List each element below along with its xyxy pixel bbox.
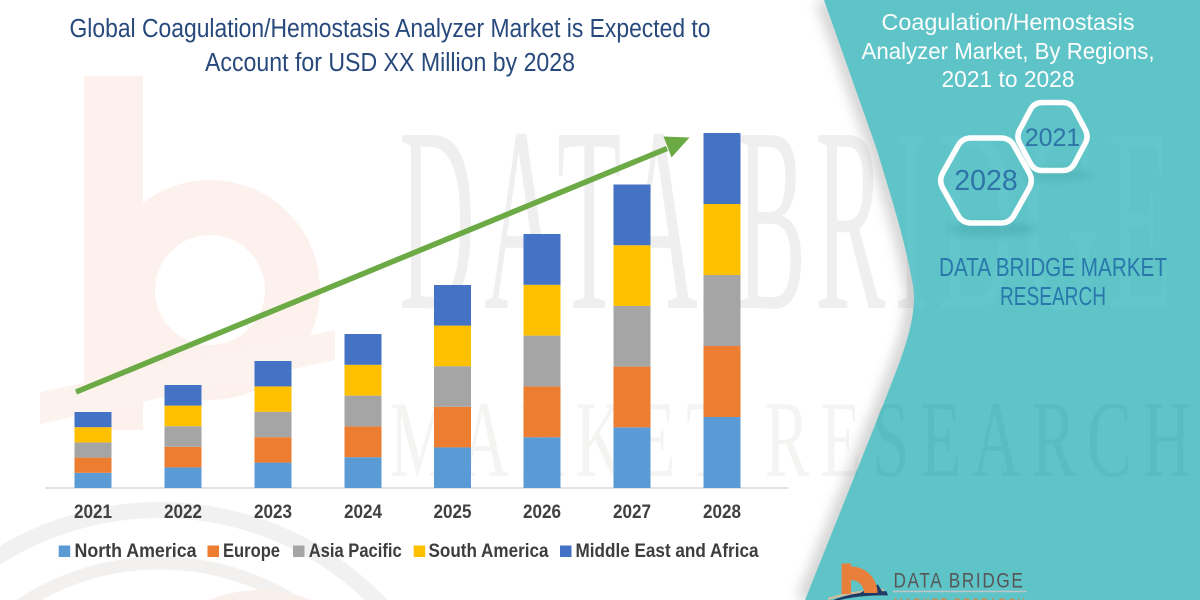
svg-text:Europe: Europe: [223, 541, 280, 562]
svg-text:2021: 2021: [1025, 124, 1081, 152]
svg-text:DATA BRIDGE: DATA BRIDGE: [894, 570, 1025, 593]
svg-text:2028: 2028: [954, 165, 1017, 197]
svg-text:2026: 2026: [523, 502, 561, 523]
svg-text:2022: 2022: [164, 502, 202, 523]
svg-text:North America: North America: [75, 541, 197, 562]
svg-text:2023: 2023: [254, 502, 292, 523]
svg-text:RESEARCH: RESEARCH: [1000, 281, 1106, 311]
svg-text:Analyzer Market, By Regions,: Analyzer Market, By Regions,: [862, 38, 1155, 64]
svg-text:DATA BRIDGE MARKET: DATA BRIDGE MARKET: [939, 252, 1167, 282]
svg-text:South America: South America: [429, 541, 549, 562]
svg-text:2025: 2025: [434, 502, 472, 523]
svg-text:Coagulation/Hemostasis: Coagulation/Hemostasis: [882, 9, 1135, 35]
svg-text:2021 to 2028: 2021 to 2028: [942, 66, 1075, 92]
svg-text:2021: 2021: [74, 502, 112, 523]
svg-text:Middle East and Africa: Middle East and Africa: [576, 541, 759, 562]
svg-text:2028: 2028: [703, 502, 741, 523]
svg-text:Global Coagulation/Hemostasis: Global Coagulation/Hemostasis Analyzer M…: [70, 15, 711, 43]
svg-text:MARKET RESEARCH: MARKET RESEARCH: [894, 596, 1027, 600]
svg-text:2024: 2024: [344, 502, 382, 523]
svg-text:Account for USD XX Million by: Account for USD XX Million by 2028: [205, 49, 575, 77]
svg-text:Asia Pacific: Asia Pacific: [309, 541, 402, 562]
svg-text:2027: 2027: [613, 502, 651, 523]
